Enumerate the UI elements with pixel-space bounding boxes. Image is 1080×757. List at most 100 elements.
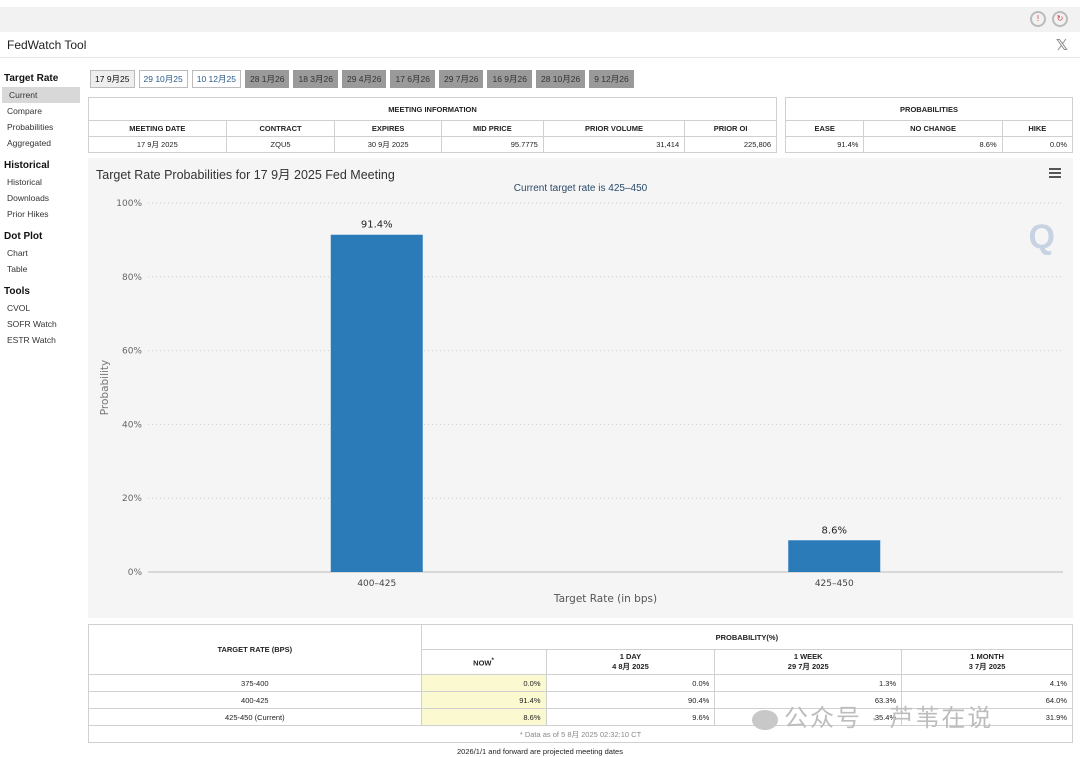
probability-header: PROBABILITY(%) bbox=[420, 624, 1074, 650]
meeting-tab[interactable]: 16 9月26 bbox=[487, 70, 532, 88]
meeting-tab[interactable]: 28 1月26 bbox=[244, 70, 290, 88]
x-tick-label: 400–425 bbox=[357, 579, 396, 589]
meeting-tab[interactable]: 28 10月26 bbox=[535, 70, 586, 88]
data-note: * Data as of 5 8月 2025 02:32:10 CT bbox=[88, 725, 1073, 743]
sidebar-section-title: Historical bbox=[4, 160, 50, 171]
column-header: NO CHANGE bbox=[863, 120, 1003, 137]
sidebar-item-table[interactable]: Table bbox=[7, 264, 28, 274]
column-header: CONTRACT bbox=[225, 120, 336, 137]
y-tick-label: 80% bbox=[122, 273, 142, 283]
sidebar-section-title: Target Rate bbox=[4, 73, 59, 84]
y-tick-label: 20% bbox=[122, 494, 142, 504]
probabilities-table: PROBABILITIES EASE NO CHANGE HIKE 91.4% 8.6… bbox=[784, 97, 1074, 153]
table-cell: 0.0% bbox=[1001, 136, 1074, 153]
period-header: 1 DAY 4 8月 2025 bbox=[545, 649, 716, 675]
period-label: 1 DAY bbox=[619, 652, 642, 661]
probability-cell: 0.0% bbox=[545, 674, 716, 692]
column-header: HIKE bbox=[1001, 120, 1074, 137]
period-header: NOW* bbox=[420, 649, 547, 675]
table-row: 375-400 0.0% 0.0% 1.3% 4.1% bbox=[88, 674, 1073, 692]
column-header: MID PRICE bbox=[440, 120, 544, 137]
column-header: MEETING DATE bbox=[88, 120, 227, 137]
sidebar-item-current[interactable]: Current bbox=[2, 87, 80, 103]
sidebar-item-historical[interactable]: Historical bbox=[7, 177, 42, 187]
bar-chart: 0% 20% 40% 60% 80% 100% 91.4% 400–425 8.6% 425–45… bbox=[99, 199, 1063, 605]
table-cell: 30 9月 2025 bbox=[334, 136, 442, 153]
probability-cell: 4.1% bbox=[901, 674, 1073, 692]
target-rate-cell: 375-400 bbox=[88, 674, 422, 692]
sidebar-item-probabilities[interactable]: Probabilities bbox=[7, 122, 54, 132]
meeting-info-table: MEETING INFORMATION MEETING DATE CONTRACT… bbox=[88, 97, 777, 153]
meeting-tab[interactable]: 29 4月26 bbox=[341, 70, 387, 88]
column-header: EXPIRES bbox=[334, 120, 442, 137]
table-cell: ZQU5 bbox=[225, 136, 336, 153]
meeting-tab[interactable]: 9 12月26 bbox=[589, 70, 634, 88]
y-tick-label: 0% bbox=[128, 568, 143, 578]
meeting-tab[interactable]: 17 6月26 bbox=[390, 70, 435, 88]
target-rate-cell: 400-425 bbox=[88, 691, 422, 709]
sidebar-item-downloads[interactable]: Downloads bbox=[7, 193, 50, 203]
bar[interactable] bbox=[330, 234, 423, 572]
period-header: 1 WEEK 29 7月 2025 bbox=[714, 649, 903, 675]
probability-cell: 90.4% bbox=[545, 691, 716, 709]
period-label: 1 WEEK bbox=[793, 652, 823, 661]
probabilities-header: PROBABILITIES bbox=[785, 97, 1073, 121]
table-cell: 225,806 bbox=[684, 136, 777, 153]
probability-cell: 0.0% bbox=[420, 674, 547, 692]
y-axis-label: Probability bbox=[99, 360, 111, 416]
probability-cell: 91.4% bbox=[420, 691, 547, 709]
table-row: 400-425 91.4% 90.4% 63.3% 64.0% bbox=[88, 691, 1073, 709]
meeting-tab[interactable]: 18 3月26 bbox=[293, 70, 338, 88]
meeting-tabs: 17 9月25 29 10月25 10 12月25 28 1月26 18 3月26 29 … bbox=[90, 70, 634, 88]
table-cell: 31,414 bbox=[542, 136, 686, 153]
period-date: 29 7月 2025 bbox=[787, 662, 829, 671]
top-toolbar: ! ↻ bbox=[0, 7, 1080, 32]
watermark-text: 公众号 · 芦苇在说 bbox=[784, 705, 994, 732]
alert-icon[interactable]: ! bbox=[1030, 11, 1046, 27]
sidebar-item-estr-watch[interactable]: ESTR Watch bbox=[7, 335, 56, 345]
chart-subtitle: Current target rate is 425–450 bbox=[513, 183, 648, 194]
footer-note: 2026/1/1 and forward are projected meeti… bbox=[457, 747, 623, 756]
column-header: PRIOR VOLUME bbox=[542, 120, 686, 137]
chart-menu-icon[interactable] bbox=[1049, 168, 1061, 180]
period-date: 4 8月 2025 bbox=[612, 662, 649, 671]
x-logo-icon[interactable]: 𝕏 bbox=[1055, 37, 1068, 54]
chart-title: Target Rate Probabilities for 17 9月 2025… bbox=[96, 168, 395, 182]
sidebar-section-title: Dot Plot bbox=[4, 231, 43, 242]
sidebar-nav: Target Rate Current Compare Probabilities Ag… bbox=[0, 70, 82, 348]
sidebar-item-aggregated[interactable]: Aggregated bbox=[7, 138, 51, 148]
probability-cell: 8.6% bbox=[420, 708, 547, 726]
bar[interactable] bbox=[788, 540, 881, 572]
meeting-tab[interactable]: 17 9月25 bbox=[90, 70, 135, 88]
sidebar-item-cvol[interactable]: CVOL bbox=[7, 303, 31, 313]
sidebar-item-compare[interactable]: Compare bbox=[7, 106, 42, 116]
x-tick-label: 425–450 bbox=[815, 579, 854, 589]
y-tick-label: 100% bbox=[116, 199, 142, 209]
sidebar-item-chart[interactable]: Chart bbox=[7, 248, 28, 258]
watermark: 公众号 · 芦苇在说 bbox=[752, 698, 993, 733]
table-cell: 17 9月 2025 bbox=[88, 136, 227, 153]
column-header: EASE bbox=[784, 120, 865, 137]
period-mark: * bbox=[491, 656, 494, 664]
data-label: 91.4% bbox=[361, 220, 393, 231]
data-label: 8.6% bbox=[822, 525, 847, 536]
target-rate-header: TARGET RATE (BPS) bbox=[88, 624, 422, 675]
table-cell: 91.4% bbox=[784, 136, 865, 153]
column-header: PRIOR OI bbox=[684, 120, 777, 137]
refresh-icon[interactable]: ↻ bbox=[1052, 11, 1068, 27]
meeting-info-header: MEETING INFORMATION bbox=[88, 97, 777, 121]
sidebar-item-prior-hikes[interactable]: Prior Hikes bbox=[7, 209, 49, 219]
x-axis-label: Target Rate (in bps) bbox=[553, 593, 657, 605]
wechat-icon bbox=[752, 709, 778, 730]
table-cell: 95.7775 bbox=[440, 136, 544, 153]
sidebar-section-title: Tools bbox=[4, 286, 30, 297]
period-label: 1 MONTH bbox=[970, 652, 1004, 661]
period-header: 1 MONTH 3 7月 2025 bbox=[901, 649, 1073, 675]
sidebar-item-sofr-watch[interactable]: SOFR Watch bbox=[7, 319, 57, 329]
target-rate-cell: 425-450 (Current) bbox=[88, 708, 422, 726]
app-title: FedWatch Tool bbox=[7, 38, 87, 52]
meeting-tab[interactable]: 29 10月25 bbox=[138, 70, 188, 88]
meeting-tab[interactable]: 10 12月25 bbox=[191, 70, 241, 88]
probability-cell: 1.3% bbox=[714, 674, 903, 692]
meeting-tab[interactable]: 29 7月26 bbox=[438, 70, 484, 88]
